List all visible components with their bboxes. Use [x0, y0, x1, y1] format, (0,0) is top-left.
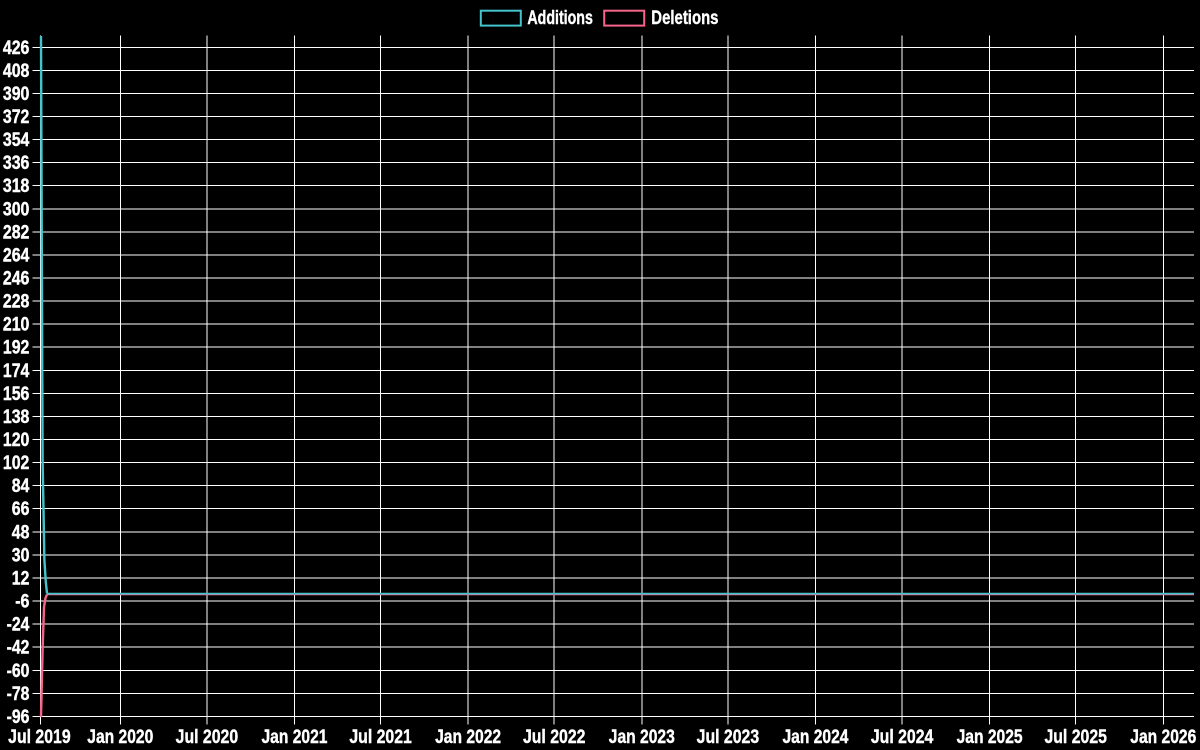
- svg-text:354: 354: [3, 130, 30, 151]
- svg-text:372: 372: [3, 107, 30, 128]
- svg-text:228: 228: [3, 292, 30, 313]
- svg-text:Jan 2024: Jan 2024: [783, 727, 849, 748]
- svg-text:192: 192: [3, 338, 30, 359]
- svg-text:Jan 2026: Jan 2026: [1130, 727, 1196, 748]
- svg-text:12: 12: [12, 569, 30, 590]
- svg-text:-24: -24: [7, 615, 30, 636]
- svg-text:Deletions: Deletions: [651, 8, 718, 29]
- svg-text:-78: -78: [7, 684, 30, 705]
- svg-text:336: 336: [3, 153, 30, 174]
- svg-text:138: 138: [3, 407, 30, 428]
- svg-text:282: 282: [3, 222, 30, 243]
- svg-text:Jul 2020: Jul 2020: [176, 727, 239, 748]
- svg-text:66: 66: [12, 499, 30, 520]
- svg-text:Jan 2020: Jan 2020: [87, 727, 153, 748]
- svg-text:156: 156: [3, 384, 30, 405]
- svg-text:408: 408: [3, 61, 30, 82]
- svg-text:-96: -96: [7, 707, 30, 728]
- svg-text:246: 246: [3, 269, 30, 290]
- svg-text:120: 120: [3, 430, 30, 451]
- svg-text:318: 318: [3, 176, 30, 197]
- svg-text:Additions: Additions: [527, 8, 593, 29]
- svg-text:Jan 2023: Jan 2023: [609, 727, 675, 748]
- svg-text:48: 48: [12, 522, 30, 543]
- svg-text:Jul 2025: Jul 2025: [1044, 727, 1107, 748]
- svg-text:264: 264: [3, 246, 30, 267]
- svg-text:390: 390: [3, 84, 30, 105]
- svg-text:-42: -42: [7, 638, 30, 659]
- svg-text:300: 300: [3, 199, 30, 220]
- svg-text:Jul 2019: Jul 2019: [8, 727, 71, 748]
- svg-text:174: 174: [3, 361, 30, 382]
- svg-text:-6: -6: [15, 592, 29, 613]
- svg-text:Jan 2021: Jan 2021: [262, 727, 328, 748]
- svg-text:30: 30: [12, 545, 30, 566]
- svg-text:Jul 2024: Jul 2024: [871, 727, 934, 748]
- svg-text:426: 426: [3, 38, 30, 59]
- svg-text:Jan 2022: Jan 2022: [435, 727, 501, 748]
- svg-text:Jul 2022: Jul 2022: [523, 727, 586, 748]
- svg-text:84: 84: [12, 476, 30, 497]
- svg-text:102: 102: [3, 453, 30, 474]
- svg-text:210: 210: [3, 315, 30, 336]
- svg-text:Jan 2025: Jan 2025: [957, 727, 1023, 748]
- svg-text:Jul 2021: Jul 2021: [349, 727, 412, 748]
- svg-text:Jul 2023: Jul 2023: [697, 727, 760, 748]
- svg-text:-60: -60: [7, 661, 30, 682]
